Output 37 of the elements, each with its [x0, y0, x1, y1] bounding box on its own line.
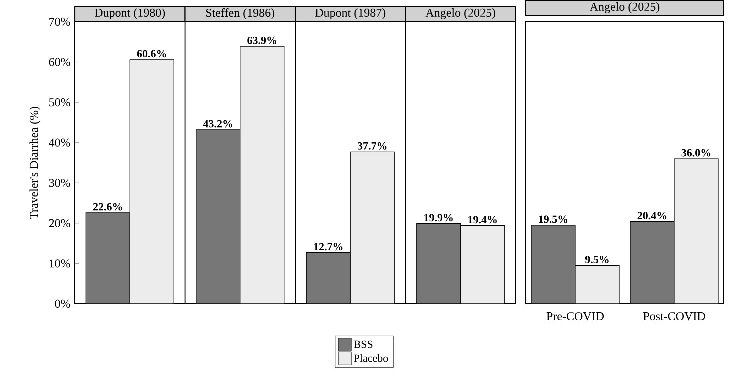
y-axis-title: Traveler's Diarrhea (%) [30, 107, 41, 220]
y-tick-label: 30% [49, 179, 70, 188]
x-tick-label: Steffen (1986) [206, 8, 275, 20]
data-label: 43.2% [203, 120, 232, 128]
data-label: 60.6% [137, 50, 166, 58]
x-tick-label: Pre-COVID [546, 312, 604, 321]
bar [240, 46, 285, 304]
bar [630, 222, 675, 304]
bar [350, 152, 395, 304]
y-tick-label: 10% [50, 260, 70, 268]
bar [460, 226, 506, 304]
legend-label: BSS [354, 340, 373, 348]
x-tick-label: Dupont (1980) [94, 8, 166, 20]
y-tick-label: 50% [50, 98, 70, 107]
x-tick-label: Dupont (1987) [315, 8, 386, 20]
data-label: 19.4% [468, 216, 497, 224]
y-tick-label: 0% [55, 300, 70, 308]
data-label: 63.9% [248, 36, 276, 44]
data-label: 9.5% [585, 256, 609, 264]
data-label: 36.0% [682, 149, 711, 157]
data-label: 12.7% [314, 243, 343, 251]
data-label: 20.4% [638, 212, 667, 220]
bar [674, 158, 719, 304]
y-tick-label: 60% [49, 58, 70, 66]
y-tick-label: 20% [49, 219, 70, 228]
y-tick-label: 70% [50, 18, 70, 26]
y-tick-label: 40% [49, 138, 70, 147]
bar [130, 60, 174, 304]
data-label: 22.6% [93, 203, 122, 211]
bar [531, 225, 576, 304]
data-label: 19.5% [539, 216, 568, 224]
bar [575, 265, 620, 304]
data-label: 19.9% [424, 214, 453, 222]
x-tick-label: Angelo (2025) [426, 8, 496, 20]
x-tick-label: Post-COVID [644, 312, 706, 321]
legend-label: Placebo [354, 354, 388, 362]
data-label: 37.7% [358, 142, 387, 150]
